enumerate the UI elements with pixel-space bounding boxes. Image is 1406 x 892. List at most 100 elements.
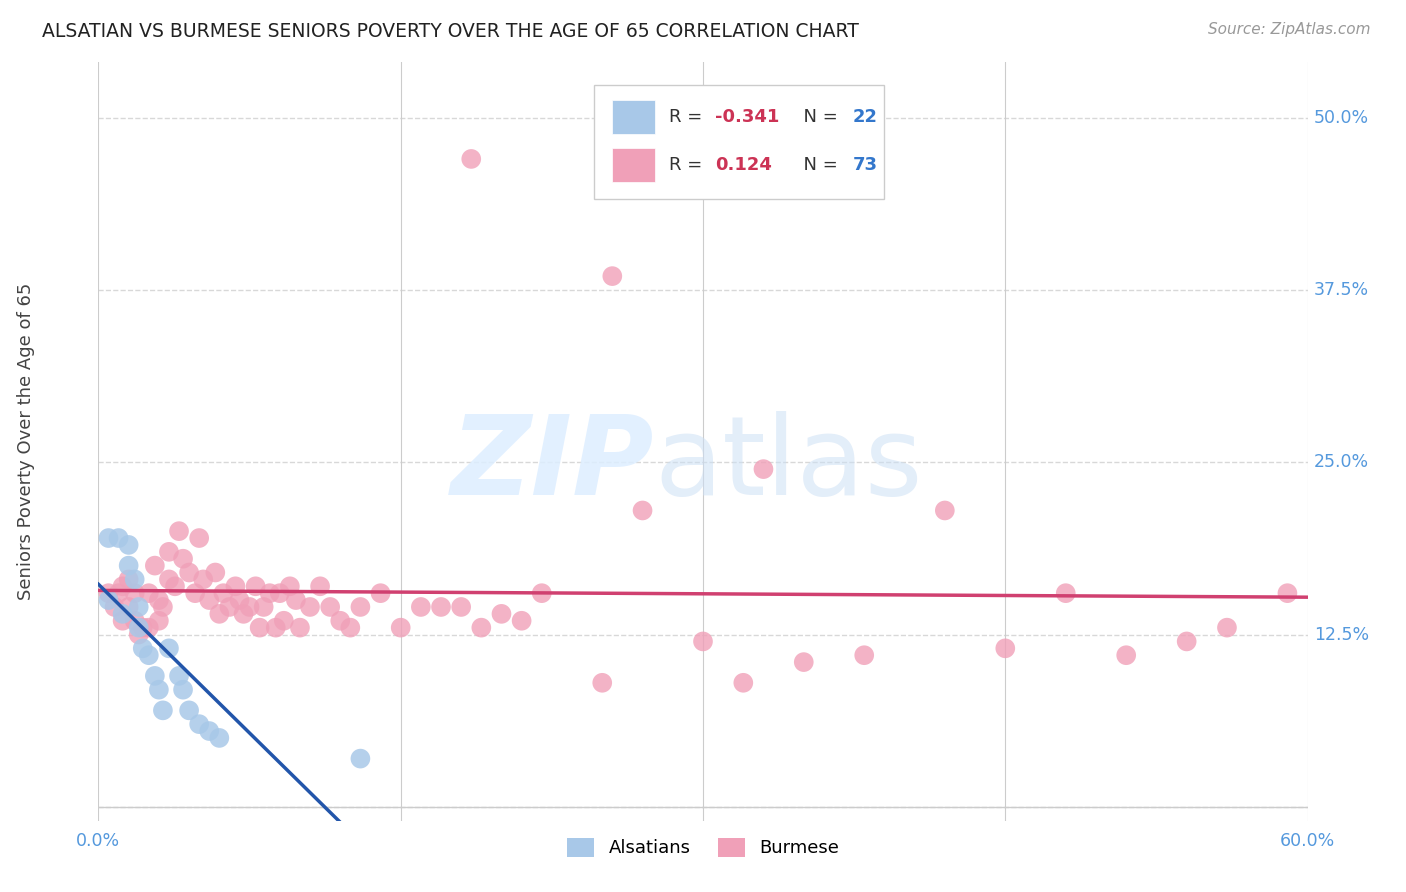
Point <box>138 648 160 663</box>
Point <box>107 531 129 545</box>
Legend: Alsatians, Burmese: Alsatians, Burmese <box>560 830 846 864</box>
Point <box>264 621 287 635</box>
Point <box>118 573 141 587</box>
Point <box>284 593 307 607</box>
Point <box>167 524 190 538</box>
Point <box>188 531 211 545</box>
Text: Source: ZipAtlas.com: Source: ZipAtlas.com <box>1208 22 1371 37</box>
Point <box>118 558 141 573</box>
Point <box>460 152 482 166</box>
Point <box>232 607 254 621</box>
Point <box>389 621 412 635</box>
Point <box>132 621 155 635</box>
Point <box>212 586 235 600</box>
Point <box>994 641 1017 656</box>
Point <box>752 462 775 476</box>
Point <box>510 614 533 628</box>
Point <box>218 599 240 614</box>
Point <box>111 614 134 628</box>
Point <box>253 599 276 614</box>
Text: R =: R = <box>669 156 709 174</box>
Point <box>143 558 166 573</box>
Text: 25.0%: 25.0% <box>1313 453 1369 471</box>
Point <box>204 566 226 580</box>
Text: R =: R = <box>669 108 709 126</box>
Point <box>602 269 624 284</box>
Point <box>143 669 166 683</box>
Point <box>188 717 211 731</box>
Point <box>224 579 246 593</box>
Point <box>853 648 876 663</box>
Point <box>97 586 120 600</box>
Point <box>228 593 250 607</box>
Point <box>1054 586 1077 600</box>
Point <box>208 607 231 621</box>
Point <box>631 503 654 517</box>
Point <box>152 703 174 717</box>
Point <box>172 682 194 697</box>
Point <box>793 655 815 669</box>
Point <box>288 621 311 635</box>
Point <box>278 579 301 593</box>
Point <box>184 586 207 600</box>
Point <box>118 599 141 614</box>
Point <box>128 627 150 641</box>
Point <box>179 703 201 717</box>
Point <box>167 669 190 683</box>
Point <box>733 675 755 690</box>
Point <box>934 503 956 517</box>
Point <box>299 599 322 614</box>
Text: 73: 73 <box>853 156 877 174</box>
Point <box>128 599 150 614</box>
Point <box>491 607 513 621</box>
Point <box>319 599 342 614</box>
Text: Seniors Poverty Over the Age of 65: Seniors Poverty Over the Age of 65 <box>17 283 35 600</box>
Point <box>193 573 215 587</box>
Point <box>409 599 432 614</box>
Point <box>132 641 155 656</box>
Point <box>692 634 714 648</box>
Point <box>1175 634 1198 648</box>
Point <box>97 531 120 545</box>
Point <box>339 621 361 635</box>
Point <box>349 751 371 765</box>
Text: 60.0%: 60.0% <box>1279 831 1336 850</box>
Point <box>430 599 453 614</box>
Point <box>172 551 194 566</box>
Point <box>157 573 180 587</box>
Point <box>530 586 553 600</box>
Point <box>124 573 146 587</box>
Bar <box>613 148 655 182</box>
Point <box>198 593 221 607</box>
Point <box>148 614 170 628</box>
Text: -0.341: -0.341 <box>716 108 779 126</box>
Point <box>138 586 160 600</box>
Point <box>148 593 170 607</box>
Text: 12.5%: 12.5% <box>1313 625 1369 643</box>
Text: 50.0%: 50.0% <box>1313 109 1369 127</box>
Point <box>163 579 186 593</box>
Point <box>118 538 141 552</box>
Point <box>138 621 160 635</box>
Point <box>259 586 281 600</box>
Point <box>208 731 231 745</box>
Point <box>273 614 295 628</box>
Text: N =: N = <box>793 108 844 126</box>
Bar <box>613 100 655 134</box>
Point <box>124 586 146 600</box>
Point <box>470 621 492 635</box>
Text: 0.0%: 0.0% <box>76 831 121 850</box>
Point <box>239 599 262 614</box>
Text: 22: 22 <box>853 108 877 126</box>
Point <box>128 621 150 635</box>
Point <box>370 586 392 600</box>
Text: ALSATIAN VS BURMESE SENIORS POVERTY OVER THE AGE OF 65 CORRELATION CHART: ALSATIAN VS BURMESE SENIORS POVERTY OVER… <box>42 22 859 41</box>
Point <box>107 586 129 600</box>
Point <box>152 599 174 614</box>
Text: ZIP: ZIP <box>451 411 655 517</box>
Point <box>198 724 221 739</box>
Point <box>269 586 291 600</box>
Point <box>329 614 352 628</box>
Point <box>309 579 332 593</box>
Text: atlas: atlas <box>655 411 924 517</box>
